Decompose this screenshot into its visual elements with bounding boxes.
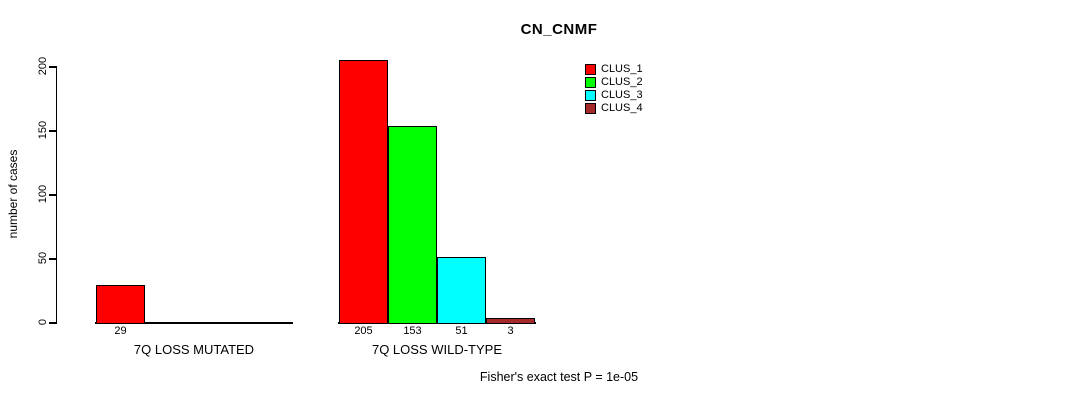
legend-swatch-icon — [585, 103, 596, 114]
stat-annotation: Fisher's exact test P = 1e-05 — [479, 370, 639, 384]
legend-item: CLUS_3 — [585, 89, 643, 102]
bar-value-label: 205 — [354, 325, 373, 337]
legend-label: CLUS_1 — [601, 63, 643, 75]
legend: CLUS_1 CLUS_2 CLUS_3 CLUS_4 — [585, 63, 643, 115]
bar-clus_4 — [486, 318, 535, 324]
y-tick — [49, 258, 56, 260]
y-tick-label: 50 — [37, 251, 49, 265]
x-axis-baseline — [95, 322, 293, 324]
bar-clus_2 — [388, 126, 437, 324]
bar-clus_1 — [339, 60, 388, 324]
y-tick — [49, 66, 56, 68]
legend-swatch-icon — [585, 90, 596, 101]
y-axis-line — [55, 66, 57, 324]
y-tick-label: 100 — [37, 184, 49, 204]
legend-label: CLUS_2 — [601, 76, 643, 88]
chart-title: CN_CNMF — [520, 21, 598, 38]
bar-value-label: 153 — [403, 325, 422, 337]
legend-item: CLUS_1 — [585, 63, 643, 76]
group-label: 7Q LOSS MUTATED — [133, 342, 255, 357]
bar-value-label: 29 — [114, 325, 127, 337]
legend-label: CLUS_4 — [601, 102, 643, 114]
y-tick — [49, 194, 56, 196]
bar-clus_3 — [437, 257, 486, 324]
legend-item: CLUS_2 — [585, 76, 643, 89]
group-label: 7Q LOSS WILD-TYPE — [371, 342, 503, 357]
y-tick — [49, 130, 56, 132]
legend-item: CLUS_4 — [585, 102, 643, 115]
y-tick-label: 0 — [37, 318, 49, 326]
y-tick — [49, 322, 56, 324]
legend-label: CLUS_3 — [601, 89, 643, 101]
y-axis-label: number of cases — [6, 149, 20, 239]
legend-swatch-icon — [585, 77, 596, 88]
bar-value-label: 3 — [507, 325, 514, 337]
bar-value-label: 51 — [455, 325, 468, 337]
bar-clus_1 — [96, 285, 145, 324]
legend-swatch-icon — [585, 64, 596, 75]
y-tick-label: 200 — [37, 56, 49, 76]
y-tick-label: 150 — [37, 120, 49, 140]
